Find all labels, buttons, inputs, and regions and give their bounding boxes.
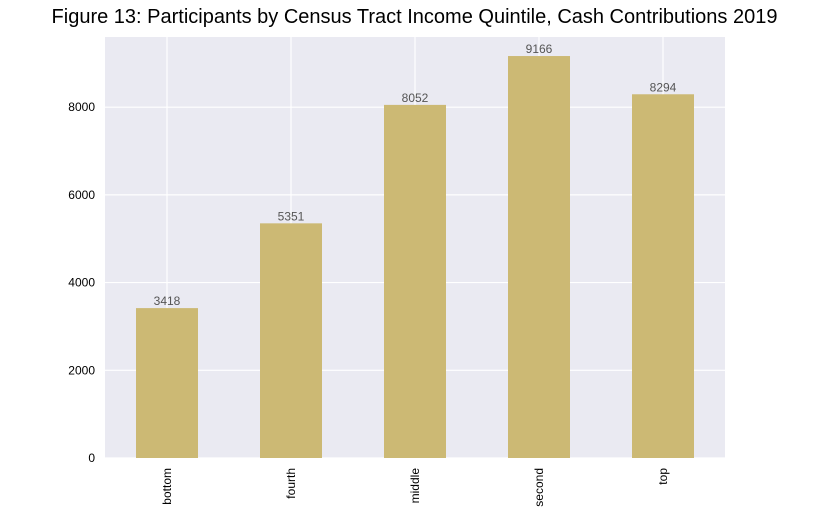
data-label-middle: 8052: [402, 91, 429, 105]
x-tick-label-middle: middle: [408, 468, 422, 504]
chart-title: Figure 13: Participants by Census Tract …: [51, 6, 778, 28]
bar-top: [632, 94, 694, 458]
bar-second: [508, 56, 570, 458]
y-tick-label: 6000: [68, 188, 95, 202]
x-tick-label-bottom: bottom: [160, 468, 174, 505]
data-labels: 3418 5351 8052 9166 8294: [154, 42, 677, 308]
data-label-bottom: 3418: [154, 294, 181, 308]
x-tick-label-top: top: [656, 468, 670, 485]
y-tick-label: 8000: [68, 100, 95, 114]
bar-fourth: [260, 223, 322, 458]
x-tick-label-fourth: fourth: [284, 468, 298, 499]
data-label-second: 9166: [526, 42, 553, 56]
bars: [136, 56, 694, 458]
data-label-fourth: 5351: [278, 209, 305, 223]
y-tick-label: 0: [88, 451, 95, 465]
y-tick-label: 2000: [68, 363, 95, 377]
x-axis-ticks: bottom fourth middle second top: [160, 468, 670, 507]
data-label-top: 8294: [650, 80, 677, 94]
x-tick-label-second: second: [532, 468, 546, 507]
bar-middle: [384, 104, 446, 458]
bar-bottom: [136, 308, 198, 458]
y-tick-label: 4000: [68, 276, 95, 290]
y-axis-ticks: 0 2000 4000 6000 8000: [68, 100, 95, 465]
